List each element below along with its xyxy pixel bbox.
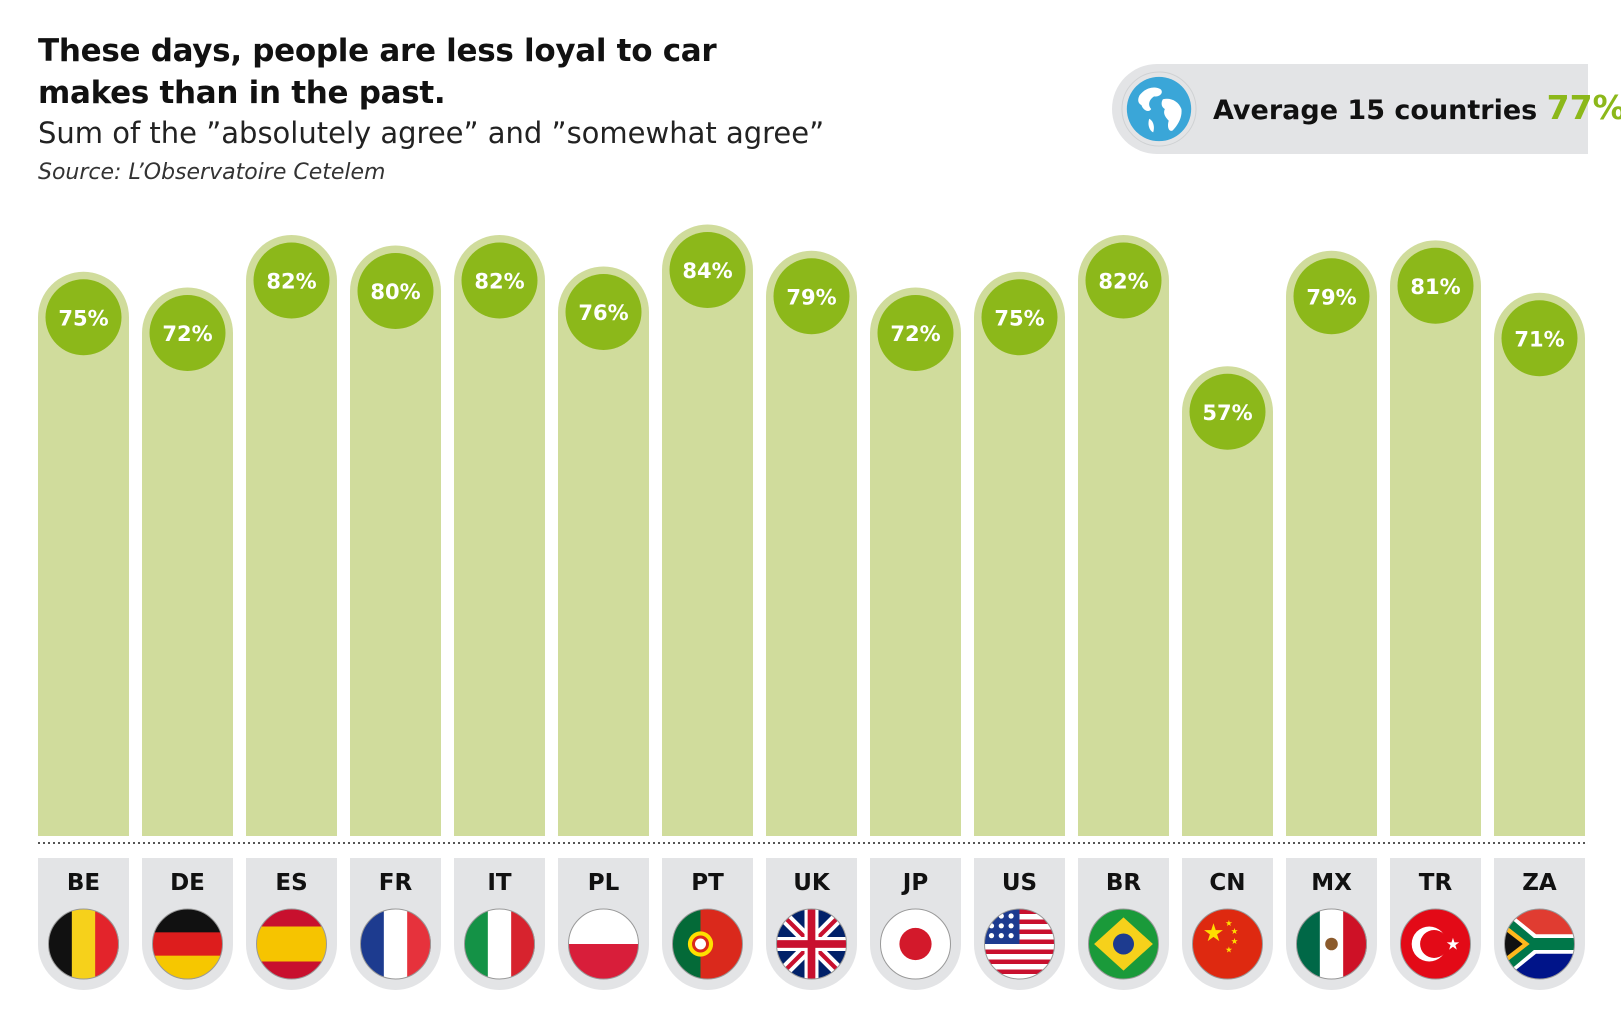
value-label-mx: 79% [1306, 285, 1356, 309]
country-code-tr: TR [1419, 870, 1453, 896]
value-bubble-pl [565, 274, 642, 350]
bar-br [1078, 235, 1169, 837]
bar-fr [350, 245, 441, 836]
value-bubble-cn [1189, 373, 1266, 450]
value-label-uk: 79% [786, 285, 836, 309]
bar-uk [766, 250, 857, 837]
mexico-flag-icon [1296, 909, 1367, 979]
bar-de [142, 287, 233, 837]
france-flag-icon [360, 909, 431, 979]
bar-cn [1182, 366, 1273, 836]
bar-es [246, 235, 337, 837]
bar-it [454, 235, 545, 837]
svg-text:★: ★ [1231, 926, 1239, 936]
country-labels-group: BE DE ES FR IT PL PT UK JP US BR CN★ ★★★★MX TR★ZA [38, 858, 1586, 990]
country-code-us: US [1002, 870, 1037, 896]
value-label-cn: 57% [1202, 401, 1252, 425]
svg-text:★: ★ [1225, 944, 1233, 954]
value-label-za: 71% [1514, 327, 1564, 351]
brazil-flag-icon [1088, 909, 1159, 979]
bars-group: 75% 72% 82% 80% 82% 76% 84% 79% 72% 75% 82% 57% 79% 8… [38, 224, 1585, 837]
value-label-jp: 72% [890, 322, 940, 346]
chart-title: These days, people are less loyal to car… [38, 33, 717, 111]
country-code-cn: CN [1209, 870, 1245, 896]
italy-flag-icon [464, 909, 535, 979]
country-code-uk: UK [793, 870, 831, 896]
value-bubble-us [981, 279, 1058, 356]
value-bubble-za [1501, 300, 1578, 377]
uk-flag-icon [776, 909, 847, 979]
bar-za [1494, 292, 1585, 837]
bar-mx [1286, 250, 1377, 837]
value-bubble-de [149, 295, 226, 371]
value-bubble-it [461, 242, 538, 319]
value-bubble-es [253, 242, 330, 319]
value-bubble-uk [773, 258, 850, 335]
value-label-be: 75% [58, 306, 108, 330]
belgium-flag-icon [48, 909, 119, 979]
value-bubble-tr [1397, 247, 1474, 324]
average-label: Average 15 countries 77% [1213, 88, 1621, 127]
average-value: 77% [1546, 88, 1621, 127]
svg-text:★: ★ [1231, 936, 1239, 946]
country-code-pt: PT [691, 870, 724, 896]
country-code-be: BE [67, 870, 100, 896]
japan-flag-icon [880, 909, 951, 979]
globe-icon [1121, 71, 1197, 147]
country-code-pl: PL [588, 870, 620, 896]
spain-flag-icon [256, 909, 327, 979]
value-label-fr: 80% [370, 280, 420, 304]
bar-tr [1390, 240, 1481, 836]
value-label-br: 82% [1098, 270, 1148, 294]
usa-flag-icon [984, 909, 1055, 980]
bar-pl [558, 266, 649, 836]
china-flag-icon: ★ ★★★★ [1192, 909, 1263, 979]
value-label-us: 75% [994, 306, 1044, 330]
country-code-br: BR [1106, 870, 1142, 896]
value-bubble-br [1085, 242, 1162, 319]
country-code-fr: FR [379, 870, 413, 896]
svg-text:★: ★ [1203, 918, 1225, 947]
svg-text:★: ★ [1225, 918, 1233, 928]
value-label-de: 72% [162, 322, 212, 346]
country-code-mx: MX [1311, 870, 1352, 896]
country-code-it: IT [487, 870, 512, 896]
value-bubble-jp [877, 295, 954, 371]
country-code-jp: JP [901, 870, 928, 896]
bar-be [38, 271, 129, 836]
average-text: Average 15 countries [1213, 95, 1538, 126]
country-code-de: DE [170, 870, 205, 896]
germany-flag-icon [152, 909, 223, 980]
value-label-it: 82% [474, 270, 524, 294]
turkey-flag-icon: ★ [1400, 909, 1471, 979]
bar-us [974, 271, 1065, 836]
svg-text:★: ★ [1446, 935, 1460, 954]
bar-pt [662, 224, 753, 837]
country-code-es: ES [275, 870, 307, 896]
country-code-za: ZA [1522, 870, 1557, 896]
value-label-es: 82% [266, 270, 316, 294]
chart-subtitle: Sum of the ”absolutely agree” and ”somew… [38, 116, 825, 150]
value-bubble-mx [1293, 258, 1370, 335]
value-label-pl: 76% [578, 301, 628, 325]
value-label-tr: 81% [1410, 275, 1460, 299]
bar-jp [870, 287, 961, 837]
value-label-pt: 84% [682, 259, 732, 283]
source-note: Source: L’Observatoire Cetelem [38, 160, 386, 185]
value-bubble-pt [669, 232, 746, 308]
value-bubble-be [45, 279, 122, 356]
value-bubble-fr [357, 253, 434, 329]
